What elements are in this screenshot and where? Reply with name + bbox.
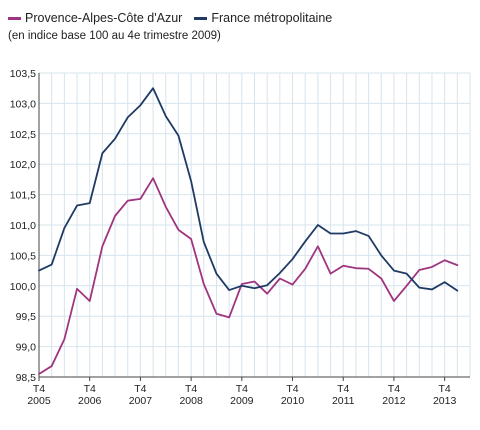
- y-tick-label: 103,0: [10, 98, 36, 110]
- x-tick-label: T4: [388, 383, 400, 395]
- x-tick-label: T4: [84, 383, 96, 395]
- x-tick-label: T4: [286, 383, 298, 395]
- x-tick-year: 2012: [382, 395, 406, 407]
- x-tick-label: T4: [185, 383, 197, 395]
- x-tick-year: 2007: [129, 395, 153, 407]
- y-tick-label: 103,5: [10, 68, 36, 80]
- y-tick-label: 101,5: [10, 190, 36, 202]
- y-tick-label: 100,0: [10, 281, 36, 293]
- legend: Provence-Alpes-Côte d'Azur France métrop…: [8, 9, 344, 27]
- y-tick-label: 99,5: [16, 311, 37, 323]
- x-tick-year: 2009: [230, 395, 254, 407]
- x-tick-year: 2008: [179, 395, 203, 407]
- x-tick-year: 2010: [281, 395, 305, 407]
- series-line-france: [38, 87, 459, 292]
- legend-label-france: France métropolitaine: [211, 11, 333, 25]
- y-tick-label: 101,0: [10, 220, 36, 232]
- x-tick-year: 2011: [332, 395, 355, 407]
- legend-swatch-france: [194, 16, 208, 20]
- y-tick-label: 102,5: [10, 129, 36, 141]
- x-tick-label: T4: [439, 383, 451, 395]
- y-tick-label: 102,0: [10, 159, 36, 171]
- x-tick-label: T4: [337, 383, 349, 395]
- x-tick-year: 2006: [78, 395, 102, 407]
- y-tick-label: 99,0: [16, 342, 37, 354]
- x-tick-label: T4: [33, 383, 45, 395]
- series-line-paca: [38, 177, 459, 375]
- y-tick-label: 100,5: [10, 250, 36, 262]
- chart-subtitle: (en indice base 100 au 4e trimestre 2009…: [8, 30, 221, 42]
- x-tick-label: T4: [134, 383, 146, 395]
- x-tick-year: 2013: [433, 395, 457, 407]
- y-tick-label: 98,5: [16, 372, 37, 384]
- legend-swatch-paca: [8, 16, 21, 20]
- legend-item-france[interactable]: France métropolitaine: [194, 11, 332, 25]
- legend-item-paca[interactable]: Provence-Alpes-Côte d'Azur: [8, 11, 182, 25]
- legend-label-paca: Provence-Alpes-Côte d'Azur: [25, 11, 183, 25]
- x-tick-year: 2005: [27, 395, 51, 407]
- x-tick-label: T4: [236, 383, 248, 395]
